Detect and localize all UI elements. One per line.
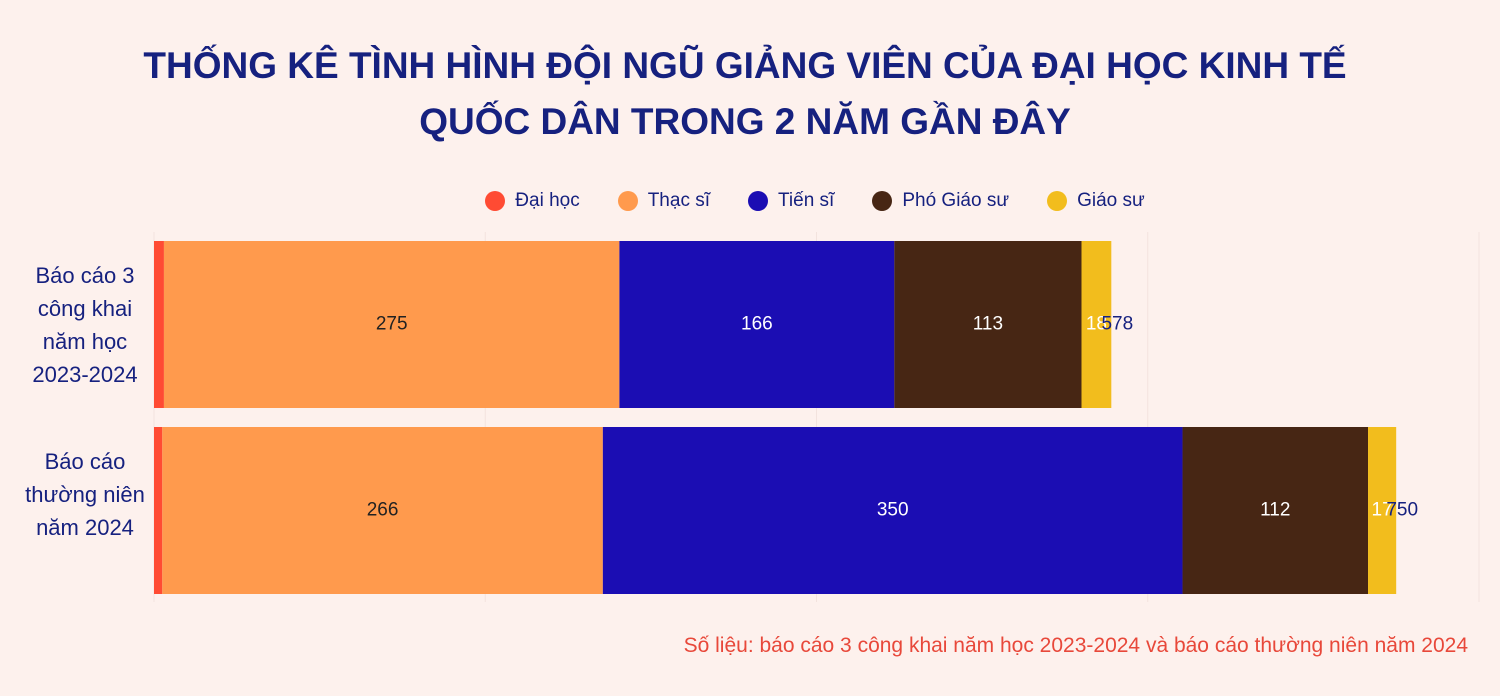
legend-item: Thạc sĩ — [617, 190, 711, 212]
legend-item: Tiến sĩ — [748, 190, 834, 212]
data-label: 275 — [376, 314, 408, 335]
bar-segment — [154, 427, 163, 594]
chart-title: THỐNG KÊ TÌNH HÌNH ĐỘI NGŨ GIẢNG VIÊN CỦ… — [143, 45, 1347, 142]
data-label: 18 — [1086, 314, 1107, 335]
data-label: 266 — [367, 500, 399, 521]
legend-label: Đại học — [515, 190, 580, 211]
category-label: Báo cáo thường niên năm 2024 — [25, 448, 145, 540]
legend-item: Đại học — [485, 190, 580, 212]
total-label: 750 — [1386, 500, 1418, 521]
data-label: 17 — [1372, 500, 1393, 521]
data-label: 166 — [741, 314, 773, 335]
bar-segment — [162, 427, 603, 594]
total-label: 578 — [1101, 314, 1133, 335]
legend-label: Tiến sĩ — [778, 190, 835, 211]
bar-segment — [602, 427, 1183, 594]
bar-segment — [619, 241, 895, 408]
legend-swatch — [748, 191, 769, 211]
bar-segment — [1368, 427, 1397, 594]
bar-segment — [154, 241, 164, 408]
legend-swatch — [872, 191, 893, 211]
bar-segment — [894, 241, 1082, 408]
legend-label: Phó Giáo sư — [902, 190, 1010, 211]
bar-segment — [1182, 427, 1369, 594]
legend-item: Phó Giáo sư — [872, 190, 1009, 212]
legend: Đại học Thạc sĩ Tiến sĩ Phó Giáo sư Giáo sư — [0, 190, 1500, 212]
legend-label: Giáo sư — [1077, 190, 1145, 211]
legend-swatch — [485, 191, 506, 211]
legend-item: Giáo sư — [1047, 190, 1145, 212]
legend-swatch — [1047, 191, 1068, 211]
category-label: Báo cáo 3 công khai năm học 2023-2024 — [32, 262, 138, 387]
source-note: Số liệu: báo cáo 3 công khai năm học 202… — [683, 634, 1468, 657]
legend-label: Thạc sĩ — [647, 190, 711, 211]
data-label: 113 — [973, 314, 1003, 335]
data-label: 350 — [877, 500, 909, 521]
data-label: 112 — [1260, 500, 1290, 521]
bar-segment — [1081, 241, 1112, 408]
bar-segment — [163, 241, 620, 408]
legend-swatch — [617, 191, 638, 211]
